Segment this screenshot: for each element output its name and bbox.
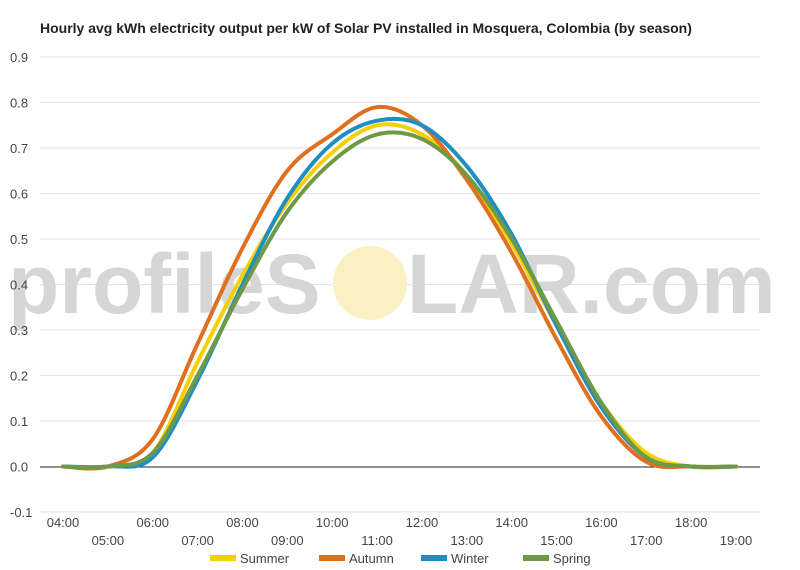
legend-label-summer: Summer — [240, 551, 290, 566]
watermark-right: LAR.com — [407, 237, 776, 331]
x-tick-label: 06:00 — [136, 515, 169, 530]
y-tick-label: 0.8 — [10, 96, 28, 111]
x-tick-label: 04:00 — [47, 515, 80, 530]
x-tick-label: 17:00 — [630, 533, 663, 548]
series-lines — [61, 104, 738, 471]
x-tick-label: 16:00 — [585, 515, 618, 530]
x-tick-label: 13:00 — [451, 533, 484, 548]
y-tick-label: 0.0 — [10, 460, 28, 475]
y-tick-label: 0.7 — [10, 141, 28, 156]
watermark-left: profileS — [8, 237, 321, 331]
legend-swatch-winter — [421, 555, 447, 561]
y-tick-label: 0.3 — [10, 323, 28, 338]
legend-swatch-autumn — [319, 555, 345, 561]
x-tick-label: 11:00 — [361, 533, 393, 548]
legend-label-spring: Spring — [553, 551, 591, 566]
y-tick-label: 0.9 — [10, 50, 28, 65]
y-tick-label: 0.6 — [10, 187, 28, 202]
x-tick-label: 12:00 — [406, 515, 439, 530]
x-tick-label: 08:00 — [226, 515, 259, 530]
series-line-winter — [61, 116, 738, 470]
watermark-sun — [333, 246, 407, 320]
legend-swatch-summer — [210, 555, 236, 561]
series-line-autumn — [61, 104, 738, 471]
x-tick-label: 05:00 — [92, 533, 125, 548]
x-tick-label: 10:00 — [316, 515, 349, 530]
series-line-spring — [61, 130, 738, 470]
legend: Summer Autumn Winter Spring — [210, 551, 591, 566]
watermark: profileS LAR.com — [8, 237, 776, 331]
y-tick-label: 0.4 — [10, 278, 28, 293]
x-tick-label: 18:00 — [675, 515, 708, 530]
x-tick-label: 14:00 — [495, 515, 528, 530]
y-tick-label: 0.5 — [10, 232, 28, 247]
legend-label-winter: Winter — [451, 551, 489, 566]
x-tick-label: 15:00 — [540, 533, 573, 548]
y-tick-label: 0.2 — [10, 369, 28, 384]
x-tick-label: 07:00 — [181, 533, 214, 548]
x-tick-label: 09:00 — [271, 533, 304, 548]
chart-title: Hourly avg kWh electricity output per kW… — [40, 20, 692, 36]
legend-label-autumn: Autumn — [349, 551, 394, 566]
y-tick-label: -0.1 — [10, 505, 32, 520]
x-tick-label: 19:00 — [720, 533, 753, 548]
legend-swatch-spring — [523, 555, 549, 561]
y-axis: 0.9 0.8 0.7 0.6 0.5 0.4 0.3 0.2 0.1 0.0 -0.1 — [10, 50, 32, 520]
x-axis: 04:00 06:00 08:00 10:00 12:00 14:00 16:00 18:00… — [47, 515, 753, 548]
y-tick-label: 0.1 — [10, 414, 28, 429]
